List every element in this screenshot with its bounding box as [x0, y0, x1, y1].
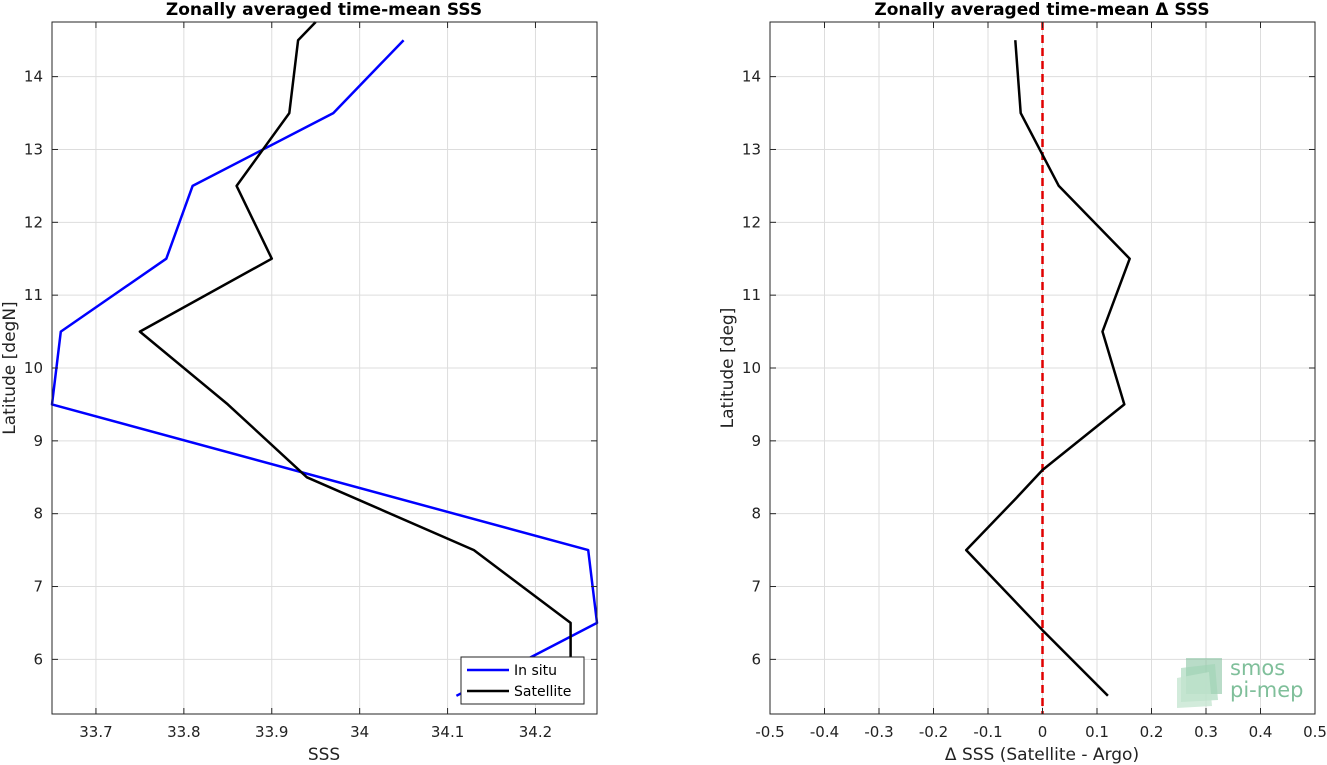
sss-chart-title: Zonally averaged time-mean SSS	[166, 0, 482, 20]
delta-x-tick-label: 0	[1038, 723, 1048, 741]
delta-x-tick-label: 0.5	[1303, 723, 1327, 741]
wave-logo-icon	[1177, 658, 1222, 708]
delta-x-axis-label: Δ SSS (Satellite - Argo)	[945, 745, 1139, 765]
delta-x-tick-label: -0.1	[973, 723, 1002, 741]
delta-x-tick-label: 0.2	[1140, 723, 1164, 741]
delta-y-tick-label: 9	[751, 432, 761, 450]
delta-x-tick-label: -0.4	[810, 723, 839, 741]
delta-y-tick-label: 7	[751, 578, 761, 596]
sss-y-tick-label: 9	[33, 432, 43, 450]
logo-text-pi-mep: pi-mep	[1230, 678, 1303, 702]
delta-ticks: -0.5 -0.4 -0.3 -0.2 -0.1 0 0.1 0.2 0.3 0.4 0.5 6 7 8 9…	[742, 22, 1327, 741]
sss-y-tick-label: 14	[24, 68, 43, 86]
delta-x-tick-label: 0.3	[1194, 723, 1218, 741]
smos-pi-mep-logo: smos pi-mep	[1177, 656, 1303, 708]
delta-y-tick-label: 12	[742, 213, 761, 231]
delta-series-line-delta	[964, 40, 1131, 697]
sss-series-line-satellite	[138, 21, 572, 696]
delta-x-tick-label: -0.5	[755, 723, 784, 741]
delta-y-tick-label: 11	[742, 286, 761, 304]
delta-x-tick-label: 0.1	[1085, 723, 1109, 741]
delta-y-axis-label: Latitude [deg]	[718, 308, 738, 429]
sss-y-tick-label: 8	[33, 505, 43, 523]
sss-y-axis-label: Latitude [degN]	[0, 301, 20, 434]
sss-x-tick-label: 34.1	[431, 723, 464, 741]
sss-y-tick-label: 10	[24, 359, 43, 377]
legend-label-in-situ: In situ	[514, 663, 557, 679]
sss-ticks: 33.7 33.8 33.9 34 34.1 34.2 6 7 8 9 10 11 12 13 14	[24, 22, 597, 741]
sss-x-tick-label: 34.2	[519, 723, 552, 741]
sss-x-tick-label: 33.8	[167, 723, 200, 741]
delta-y-tick-label: 13	[742, 140, 761, 158]
delta-x-tick-label: -0.2	[919, 723, 948, 741]
sss-x-tick-label: 34	[350, 723, 369, 741]
delta-y-tick-label: 14	[742, 68, 761, 86]
sss-y-tick-label: 13	[24, 140, 43, 158]
delta-y-tick-label: 6	[751, 650, 761, 668]
delta-y-tick-label: 8	[751, 505, 761, 523]
sss-series-line-in-situ	[50, 39, 599, 697]
delta-series	[964, 22, 1131, 714]
sss-series	[50, 21, 599, 697]
sss-y-tick-label: 12	[24, 213, 43, 231]
delta-y-tick-label: 10	[742, 359, 761, 377]
delta-x-tick-label: 0.4	[1249, 723, 1273, 741]
sss-y-tick-label: 11	[24, 286, 43, 304]
sss-x-tick-label: 33.7	[79, 723, 112, 741]
delta-sss-chart: -0.5 -0.4 -0.3 -0.2 -0.1 0 0.1 0.2 0.3 0.4 0.5 6 7 8 9…	[718, 0, 1327, 765]
sss-chart: 33.7 33.8 33.9 34 34.1 34.2 6 7 8 9 10 11 12 13 14 Zon…	[0, 0, 599, 765]
logo-text-smos: smos	[1230, 656, 1285, 680]
legend-label-satellite: Satellite	[514, 684, 571, 700]
sss-y-tick-label: 7	[33, 578, 43, 596]
sss-legend: In situ Satellite	[460, 656, 585, 705]
sss-x-axis-label: SSS	[308, 745, 340, 765]
legend-box	[460, 656, 585, 705]
sss-x-tick-label: 33.9	[255, 723, 288, 741]
sss-y-tick-label: 6	[33, 650, 43, 668]
delta-x-tick-label: -0.3	[864, 723, 893, 741]
delta-chart-title: Zonally averaged time-mean Δ SSS	[874, 0, 1209, 20]
